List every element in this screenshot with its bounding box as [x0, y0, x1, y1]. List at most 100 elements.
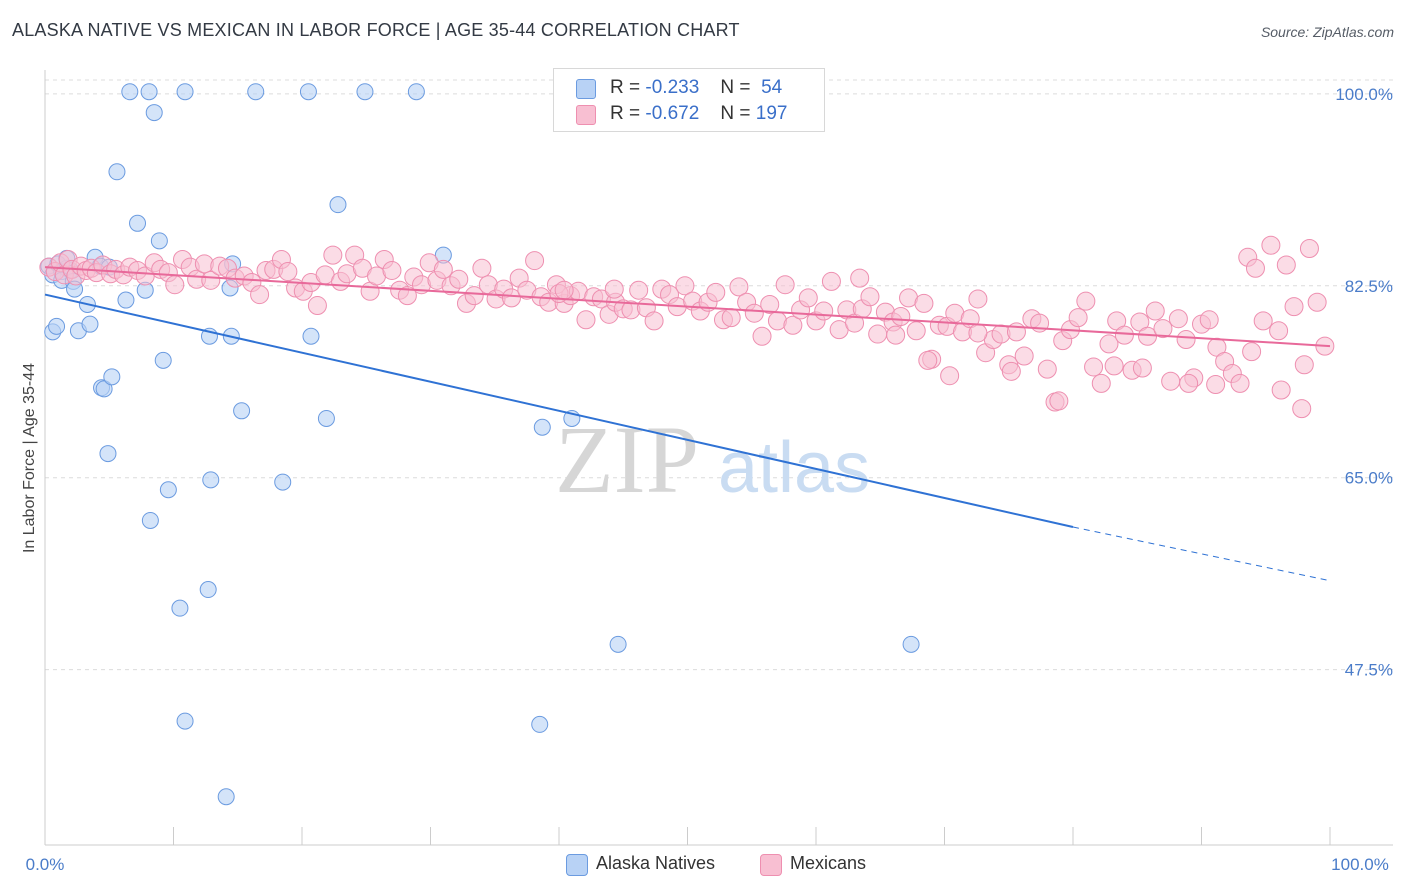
alaska-swatch	[576, 79, 596, 99]
alaska-point	[317, 409, 335, 427]
axes	[44, 70, 1393, 846]
y-tick-label: 47.5%	[1345, 661, 1393, 680]
watermark-zip: ZIP	[555, 406, 699, 513]
bottom-mexican-swatch	[760, 854, 782, 876]
mexican-point	[382, 260, 402, 280]
source-label: Source: ZipAtlas.com	[1260, 24, 1394, 40]
mexican-point	[644, 311, 664, 331]
mexican-point	[1176, 330, 1196, 350]
x-tick-label: 0.0%	[26, 855, 65, 874]
mexican-point	[1145, 301, 1165, 321]
mexican-point	[1049, 391, 1069, 411]
alaska-point	[302, 327, 320, 345]
mexican-point	[1014, 346, 1034, 366]
mexican-point	[798, 288, 818, 308]
mexican-point	[525, 251, 545, 271]
alaska-point	[108, 163, 126, 181]
alaska-point	[531, 715, 549, 733]
mexican-point	[1299, 239, 1319, 259]
mexican-point	[433, 259, 453, 279]
mexican-point	[1091, 373, 1111, 393]
mexican-point	[775, 275, 795, 295]
mexican-point	[1037, 359, 1057, 379]
alaska-point	[159, 481, 177, 499]
trend-lines	[44, 266, 1331, 582]
tick-labels: 100.0% 82.5% 65.0% 47.5% 0.0% 100.0% In Labor …	[21, 85, 1393, 874]
mexican-points	[39, 235, 1335, 419]
mexican-n-label: N =	[720, 103, 751, 124]
alaska-point	[150, 232, 168, 250]
alaska-point	[171, 599, 189, 617]
alaska-n-label: N =	[720, 77, 751, 98]
mexican-point	[604, 279, 624, 299]
alaska-point	[329, 196, 347, 214]
alaska-point	[356, 83, 374, 101]
alaska-point	[141, 511, 159, 529]
mexican-point	[783, 315, 803, 335]
bottom-mexican-label: Mexicans	[790, 853, 867, 873]
alaska-point	[95, 380, 113, 398]
mexican-point	[1104, 356, 1124, 376]
mexican-point	[1294, 355, 1314, 375]
alaska-r-value: -0.233	[645, 77, 700, 98]
mexican-point	[1206, 374, 1226, 394]
mexican-point	[706, 282, 726, 302]
bottom-alaska-label: Alaska Natives	[596, 853, 716, 873]
alaska-point	[233, 402, 251, 420]
mexican-r-value: -0.672	[645, 103, 700, 124]
correlation-legend: R = -0.233 N = 54 R = -0.672 N = 197	[553, 68, 825, 132]
mexican-point	[1179, 373, 1199, 393]
mexican-point	[968, 289, 988, 309]
mexican-point	[1161, 371, 1181, 391]
mexican-trend-line	[44, 266, 1331, 348]
alaska-trend-line	[44, 293, 1074, 529]
watermark-atlas: atlas	[718, 428, 870, 508]
mexican-point	[1114, 325, 1134, 345]
mexican-r-label: R =	[610, 103, 641, 124]
alaska-point	[299, 83, 317, 101]
mexican-point	[1168, 309, 1188, 329]
mexican-point	[1284, 297, 1304, 317]
mexican-n-value: 197	[755, 103, 788, 124]
mexican-point	[250, 285, 270, 305]
alaska-n-value: 54	[761, 77, 783, 98]
mexican-point	[1261, 235, 1281, 255]
alaska-r-label: R =	[610, 77, 641, 98]
alaska-point	[140, 83, 158, 101]
mexican-point	[501, 288, 521, 308]
mexican-point	[397, 286, 417, 306]
alaska-point	[199, 581, 217, 599]
mexican-point	[1199, 310, 1219, 330]
alaska-trend-extension	[1072, 526, 1331, 582]
mexican-point	[821, 271, 841, 291]
mexican-point	[752, 326, 772, 346]
mexican-point	[906, 321, 926, 341]
alaska-point	[247, 83, 265, 101]
alaska-point	[202, 471, 220, 489]
alaska-point	[48, 317, 66, 335]
mexican-point	[968, 323, 988, 343]
mexican-point	[629, 280, 649, 300]
alaska-point	[176, 712, 194, 730]
mexican-point	[1153, 319, 1173, 339]
alaska-point	[274, 473, 292, 491]
mexican-swatch	[576, 105, 596, 125]
mexican-point	[850, 268, 870, 288]
mexican-point	[760, 294, 780, 314]
mexican-point	[1292, 399, 1312, 419]
mexican-point	[868, 324, 888, 344]
chart-title: ALASKA NATIVE VS MEXICAN IN LABOR FORCE …	[12, 20, 740, 40]
mexican-point	[1230, 373, 1250, 393]
alaska-point	[407, 83, 425, 101]
bottom-alaska-swatch	[566, 854, 588, 876]
y-tick-label: 100.0%	[1335, 85, 1393, 104]
mexican-point	[1099, 334, 1119, 354]
alaska-point	[145, 104, 163, 122]
x-tick-label: 100.0%	[1331, 855, 1389, 874]
mexican-point	[1242, 342, 1262, 362]
alaska-point	[81, 315, 99, 333]
mexican-point	[201, 270, 221, 290]
mexican-point	[307, 296, 327, 316]
mexican-point	[464, 286, 484, 306]
